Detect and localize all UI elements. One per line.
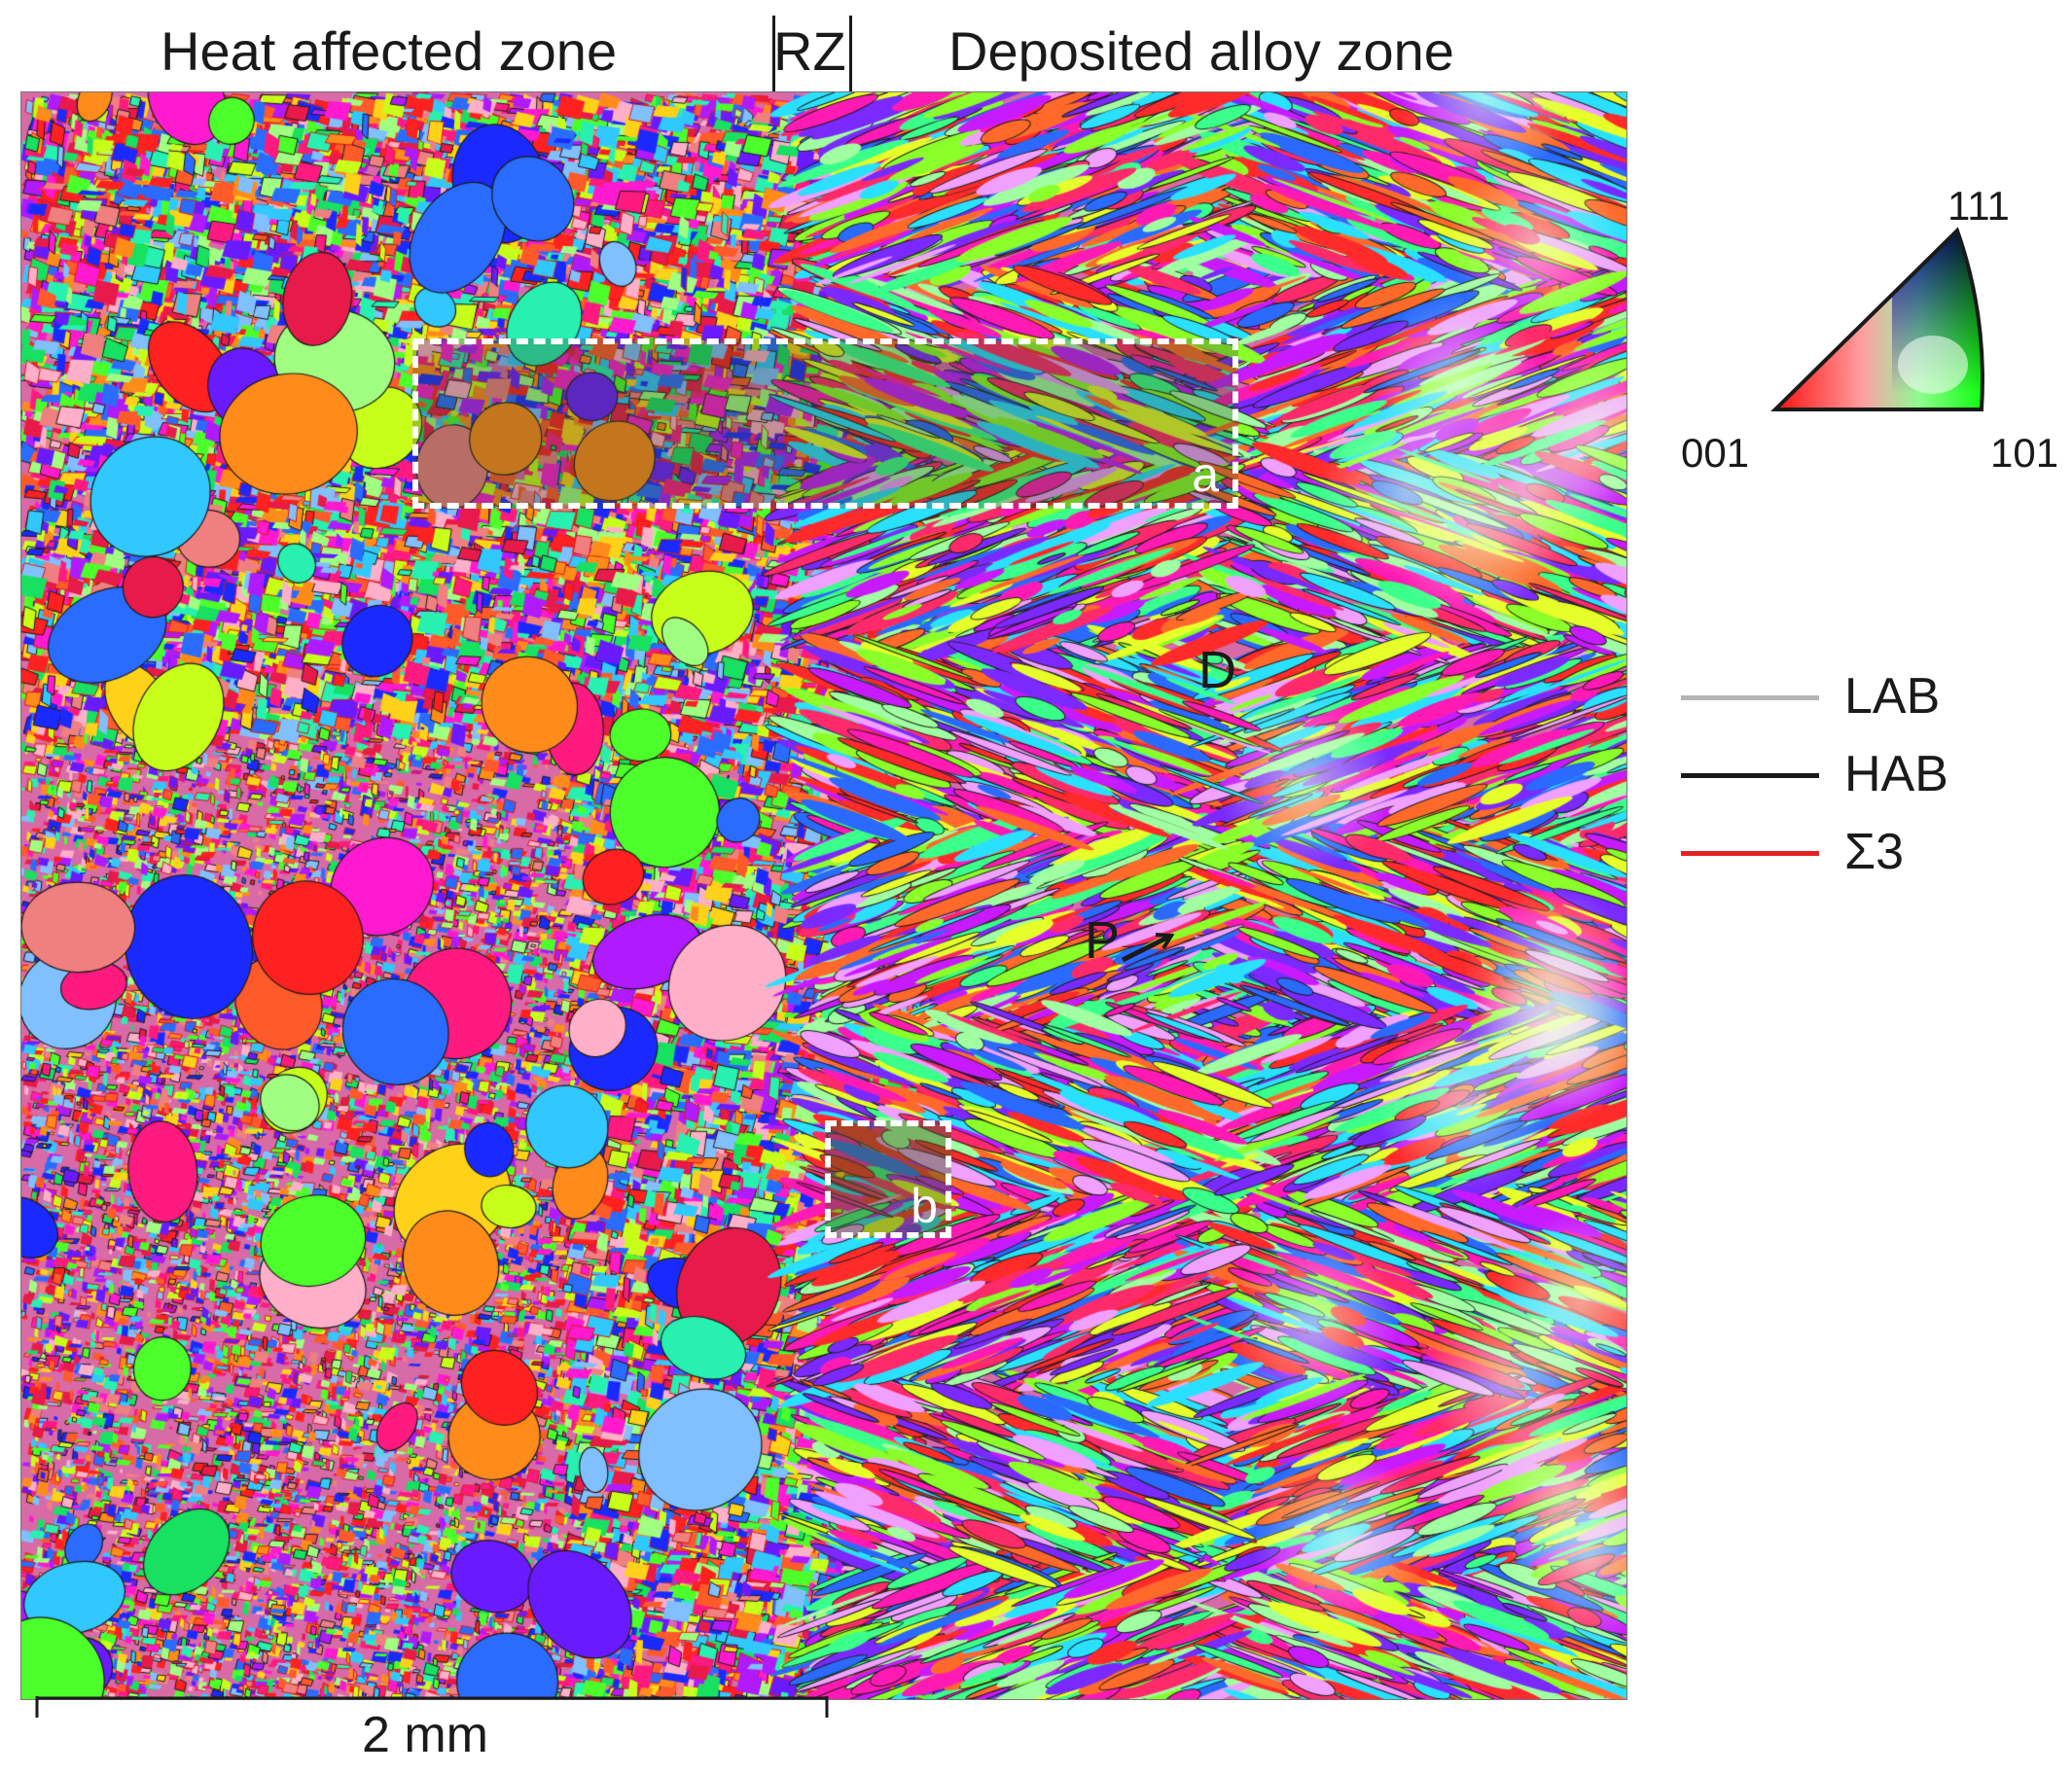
rz-left-divider (772, 16, 775, 91)
grain-orientation-image (21, 92, 1626, 1699)
sigma3-line-swatch (1681, 851, 1819, 856)
heat-affected-zone-label: Heat affected zone (161, 20, 618, 82)
region-b-label: b (911, 1179, 938, 1233)
region-a-box: a (412, 338, 1238, 509)
rz-label: RZ (773, 20, 846, 82)
deposited-alloy-zone-label: Deposited alloy zone (948, 20, 1454, 82)
region-a-label: a (1192, 447, 1219, 502)
scale-bar-label: 2 mm (362, 1707, 488, 1763)
ipf-color-key (1770, 227, 1984, 411)
marker-p-arrow-icon (1121, 933, 1175, 963)
ipf-001-label: 001 (1681, 430, 1750, 476)
legend-label-lab: LAB (1844, 668, 1941, 725)
rz-right-divider (849, 16, 852, 91)
legend-label-hab: HAB (1844, 746, 1948, 802)
region-b-box: b (825, 1120, 951, 1238)
ipf-101-label: 101 (1990, 430, 2059, 476)
hab-line-swatch (1681, 773, 1819, 778)
ipf-111-label: 111 (1947, 183, 2010, 229)
marker-p: P (1085, 911, 1121, 970)
marker-d: D (1198, 641, 1236, 699)
legend-label-sigma3: Σ3 (1844, 824, 1905, 880)
lab-line-swatch (1681, 695, 1819, 700)
scale-bar (35, 1696, 829, 1718)
ebsd-orientation-map (20, 91, 1627, 1700)
